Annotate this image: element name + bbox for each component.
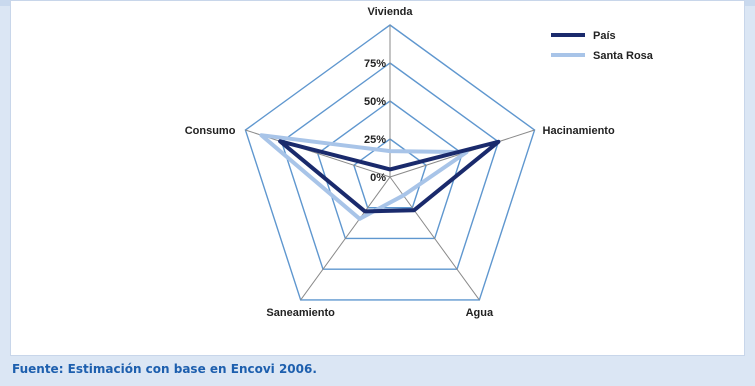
axis-label-vivienda: Vivienda — [367, 6, 413, 18]
axis-label-agua: Agua — [466, 307, 494, 319]
series-line-pais — [278, 139, 501, 214]
spoke-saneamiento — [300, 176, 391, 301]
chart-panel: 0% 25% 50% 75% Vivienda Hacinamiento Agua Sanea… — [10, 0, 745, 356]
spoke-agua — [389, 176, 480, 301]
radar-chart: 0% 25% 50% 75% Vivienda Hacinamiento Agua Sanea… — [185, 6, 654, 319]
series-layer — [259, 133, 501, 221]
series-line-santa-rosa — [259, 133, 469, 221]
legend-label-santa-rosa: Santa Rosa — [593, 50, 654, 62]
tick-label-50: 50% — [364, 96, 386, 108]
tick-label-0: 0% — [370, 172, 386, 184]
grid-ring-3 — [280, 62, 500, 270]
grid-ring-4 — [244, 24, 536, 301]
label-layer: 0% 25% 50% 75% Vivienda Hacinamiento Agua Sanea… — [185, 6, 615, 319]
tick-label-25: 25% — [364, 134, 386, 146]
axis-label-hacinamiento: Hacinamiento — [543, 125, 615, 137]
axis-label-saneamiento: Saneamiento — [266, 307, 335, 319]
tick-label-75: 75% — [364, 58, 386, 70]
grid-layer — [244, 24, 536, 301]
source-note: Fuente: Estimación con base en Encovi 20… — [12, 362, 317, 376]
legend-label-pais: País — [593, 30, 616, 42]
axis-label-consumo: Consumo — [185, 125, 236, 137]
legend: País Santa Rosa — [551, 30, 654, 62]
